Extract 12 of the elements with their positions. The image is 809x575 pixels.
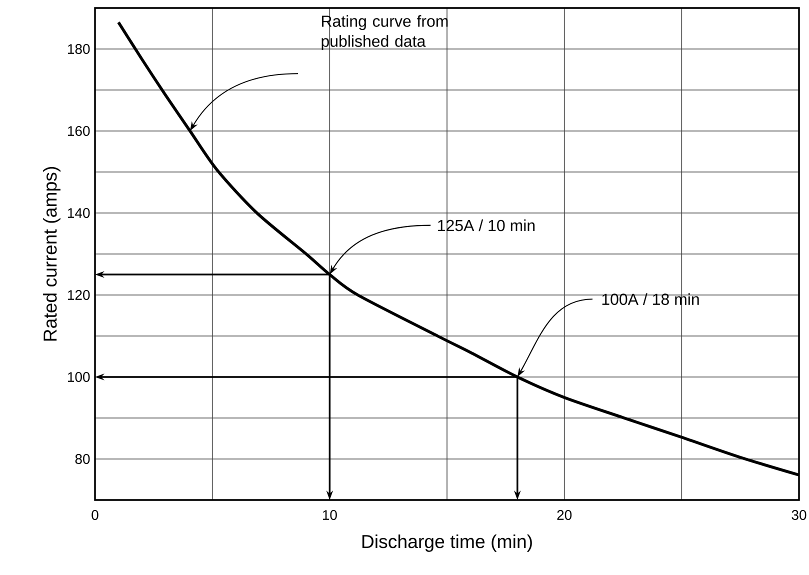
y-tick-label: 160 bbox=[68, 126, 90, 136]
y-tick-label: 120 bbox=[68, 290, 90, 300]
x-tick-label: 30 bbox=[792, 510, 806, 520]
y-tick-label: 140 bbox=[68, 208, 90, 218]
x-tick-label: 0 bbox=[92, 510, 98, 520]
y-axis-title: Rated current (amps) bbox=[43, 167, 60, 341]
x-tick-label: 20 bbox=[557, 510, 572, 520]
x-axis-title: Discharge time (min) bbox=[362, 534, 532, 552]
y-tick-label: 100 bbox=[68, 372, 90, 382]
x-tick-label: 10 bbox=[322, 510, 337, 520]
y-tick-label: 80 bbox=[75, 454, 90, 464]
y-tick-label: 180 bbox=[68, 44, 90, 54]
